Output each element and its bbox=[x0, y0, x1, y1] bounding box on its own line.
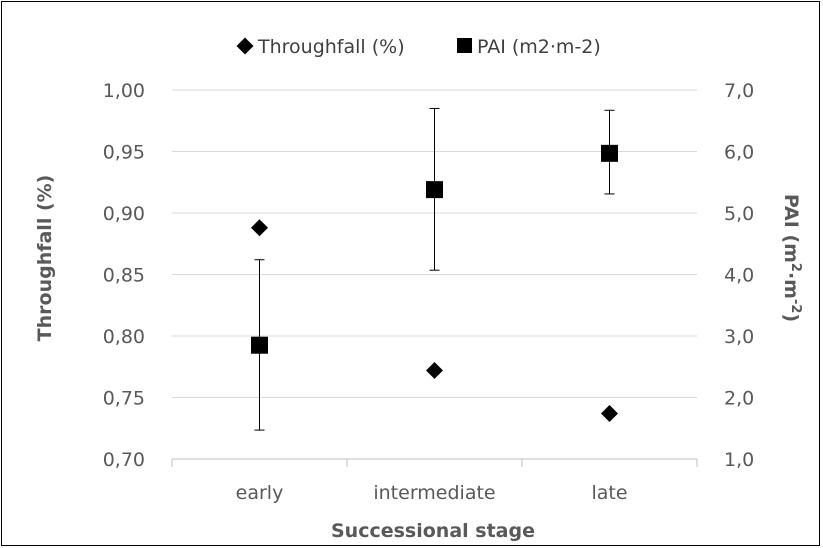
y2-tick-label: 3,0 bbox=[724, 326, 754, 348]
legend: Throughfall (%) PAI (m2·m-2) bbox=[236, 36, 601, 58]
y2-tick-label: 4,0 bbox=[724, 265, 754, 287]
diamond-marker bbox=[251, 219, 268, 237]
legend-label-pai: PAI (m2·m-2) bbox=[477, 36, 601, 58]
pai-point bbox=[426, 181, 443, 199]
throughfall-point bbox=[251, 219, 268, 237]
y-axis-title: Throughfall (%) bbox=[34, 175, 56, 342]
y2-tick-label: 6,0 bbox=[724, 142, 754, 164]
x-axis bbox=[171, 458, 698, 467]
legend-square-icon bbox=[457, 38, 472, 53]
y-tick-label: 0,90 bbox=[103, 203, 145, 225]
y2-tick-label: 5,0 bbox=[724, 203, 754, 225]
y2-tick-label: 2,0 bbox=[724, 388, 754, 410]
legend-diamond-icon bbox=[236, 37, 254, 55]
svg-text:PAI (m2·m-2): PAI (m2·m-2) bbox=[780, 194, 803, 322]
y-axis-right: 1,0 2,0 3,0 4,0 5,0 6,0 7,0 bbox=[724, 80, 754, 471]
diamond-marker bbox=[426, 361, 443, 379]
legend-label-throughfall: Throughfall (%) bbox=[257, 36, 405, 58]
y-tick-label: 1,00 bbox=[103, 80, 145, 102]
y2-title-sup2: -2 bbox=[788, 299, 803, 313]
throughfall-point bbox=[601, 405, 618, 422]
x-tick-label: late bbox=[591, 482, 627, 504]
y2-tick-label: 1,0 bbox=[724, 449, 754, 471]
y2-title-sup1: 2 bbox=[788, 263, 803, 272]
y-tick-label: 0,85 bbox=[103, 265, 145, 287]
pai-point bbox=[251, 336, 268, 354]
y2-title-main: PAI (m bbox=[780, 194, 802, 263]
throughfall-point bbox=[426, 361, 443, 379]
y-tick-label: 0,70 bbox=[103, 449, 145, 471]
y2-tick-label: 7,0 bbox=[724, 80, 754, 102]
y-axis-left: 0,70 0,75 0,80 0,85 0,90 0,95 1,00 bbox=[103, 80, 145, 471]
y-axis-title-text: Throughfall (%) bbox=[34, 175, 56, 342]
y-tick-label: 0,95 bbox=[103, 142, 145, 164]
y2-axis-title: PAI (m2·m-2) bbox=[780, 194, 803, 322]
y2-title-end: ) bbox=[780, 313, 802, 322]
x-tick-label: intermediate bbox=[373, 482, 495, 504]
x-axis-title: Successional stage bbox=[331, 520, 535, 542]
x-tick-label: early bbox=[236, 482, 284, 504]
x-tick-labels: early intermediate late bbox=[236, 482, 628, 504]
pai-point bbox=[601, 144, 618, 162]
y2-title-mid: ·m bbox=[780, 272, 802, 299]
y-tick-label: 0,80 bbox=[103, 326, 145, 348]
data-marks bbox=[251, 144, 618, 422]
error-bars bbox=[254, 107, 615, 431]
y-tick-label: 0,75 bbox=[103, 388, 145, 410]
diamond-marker bbox=[601, 405, 618, 422]
